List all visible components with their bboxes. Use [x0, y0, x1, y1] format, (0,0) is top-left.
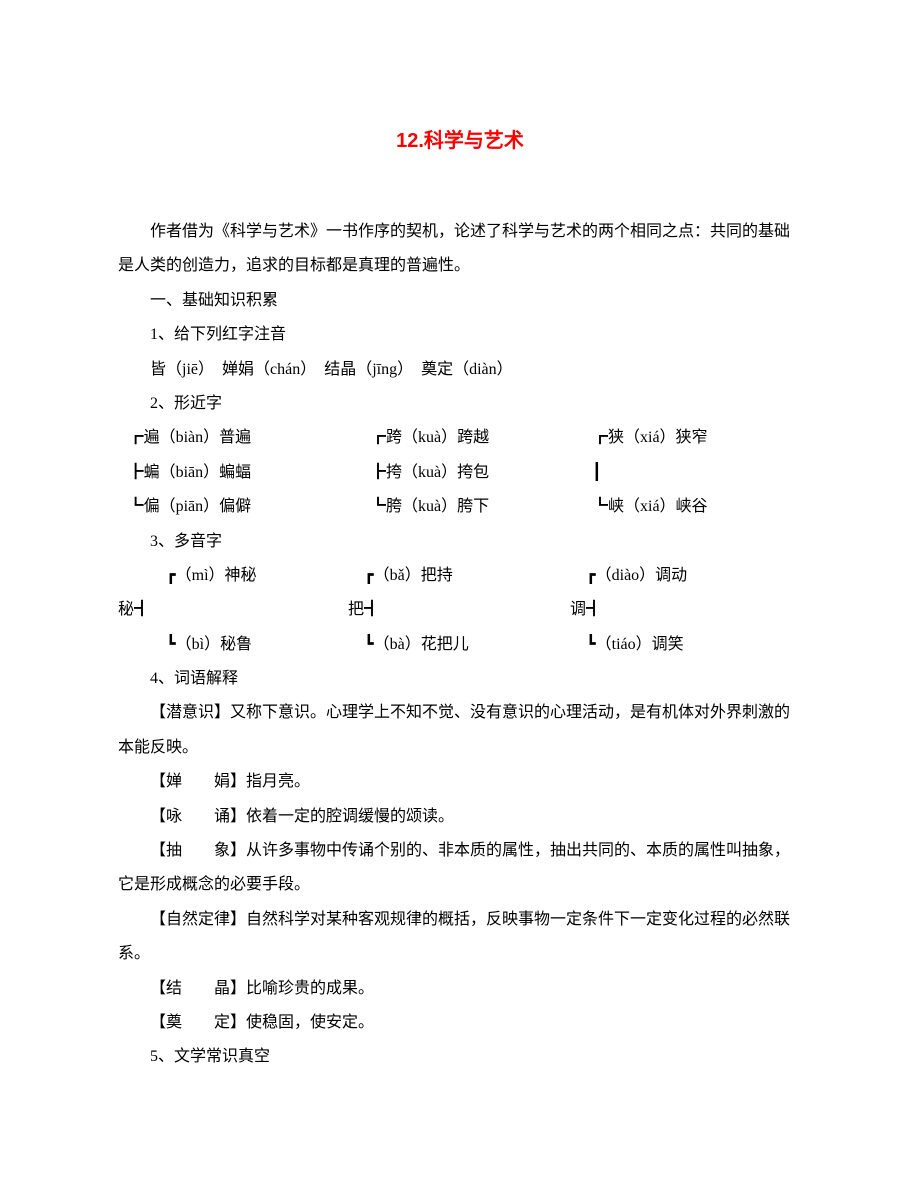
poly-r1c2: ┏（bǎ）把持 [348, 559, 570, 593]
pinyin-line: 皆（jiē） 婵娟（chán） 结晶（jīng） 奠定（diàn） [118, 353, 802, 387]
vocab-1: 【潜意识】又称下意识。心理学上不知不觉、没有意识的心理活动，是有机体对外界刺激的… [118, 696, 802, 765]
near-r2c1: ┣蝙（biān）蝙蝠 [118, 456, 370, 490]
document-page: 12.科学与艺术 作者借为《科学与艺术》一书作序的契机，论述了科学与艺术的两个相… [0, 0, 920, 1192]
vocab-2-term: 【婵 娟】 [150, 773, 246, 790]
vocab-6-def: 比喻珍贵的成果。 [246, 980, 374, 997]
vocab-3-def: 依着一定的腔调缓慢的颂读。 [246, 808, 454, 825]
near-r2c2: ┣挎（kuà）挎包 [370, 456, 592, 490]
near-r3c1: ┗偏（piān）偏僻 [118, 490, 370, 524]
vocab-6-term: 【结 晶】 [150, 980, 246, 997]
vocab-7-term: 【奠 定】 [150, 1014, 246, 1031]
poly-rootB: 把┫ [348, 593, 570, 627]
near-r1c1: ┏遍（biàn）普遍 [118, 421, 370, 455]
vocab-4-term: 【抽 象】 [150, 842, 246, 859]
poly-r3c1: ┗（bì）秘鲁 [118, 628, 348, 662]
poly-r1c3: ┏（diào）调动 [570, 559, 802, 593]
near-r1c3: ┏狭（xiá）狭窄 [592, 421, 812, 455]
vocab-2: 【婵 娟】指月亮。 [118, 765, 802, 799]
vocab-3-term: 【咏 诵】 [150, 808, 246, 825]
vocab-7-def: 使稳固，使安定。 [246, 1014, 374, 1031]
near-r2c3: ┃ [592, 456, 812, 490]
poly-row-root: 秘┫ 把┫ 调┫ [118, 593, 802, 627]
vocab-1-term: 【潜意识】 [150, 704, 230, 721]
poly-row-3: ┗（bì）秘鲁 ┗（bà）花把儿 ┗（tiáo）调笑 [118, 628, 802, 662]
near-r3c2: ┗胯（kuà）胯下 [370, 490, 592, 524]
section-1-heading: 一、基础知识积累 [118, 284, 802, 318]
vocab-4: 【抽 象】从许多事物中传诵个别的、非本质的属性，抽出共同的、本质的属性叫抽象，它… [118, 834, 802, 903]
near-r1c2: ┏跨（kuà）跨越 [370, 421, 592, 455]
near-row-1: ┏遍（biàn）普遍 ┏跨（kuà）跨越 ┏狭（xiá）狭窄 [118, 421, 802, 455]
vocab-2-def: 指月亮。 [246, 773, 310, 790]
poly-r3c3: ┗（tiáo）调笑 [570, 628, 802, 662]
vocab-6: 【结 晶】比喻珍贵的成果。 [118, 972, 802, 1006]
poly-rootC: 调┫ [570, 593, 802, 627]
section-1-3-heading: 3、多音字 [118, 525, 802, 559]
vocab-3: 【咏 诵】依着一定的腔调缓慢的颂读。 [118, 800, 802, 834]
poly-row-1: ┏（mì）神秘 ┏（bǎ）把持 ┏（diào）调动 [118, 559, 802, 593]
intro-paragraph: 作者借为《科学与艺术》一书作序的契机，论述了科学与艺术的两个相同之点：共同的基础… [118, 215, 802, 284]
poly-r1c1: ┏（mì）神秘 [118, 559, 348, 593]
poly-r3c2: ┗（bà）花把儿 [348, 628, 570, 662]
section-1-2-heading: 2、形近字 [118, 387, 802, 421]
doc-title: 12.科学与艺术 [118, 120, 802, 163]
near-row-3: ┗偏（piān）偏僻 ┗胯（kuà）胯下 ┗峡（xiá）峡谷 [118, 490, 802, 524]
section-1-4-heading: 4、词语解释 [118, 662, 802, 696]
near-r3c3: ┗峡（xiá）峡谷 [592, 490, 812, 524]
vocab-7: 【奠 定】使稳固，使安定。 [118, 1006, 802, 1040]
near-row-2: ┣蝙（biān）蝙蝠 ┣挎（kuà）挎包 ┃ [118, 456, 802, 490]
section-1-1-heading: 1、给下列红字注音 [118, 318, 802, 352]
vocab-5: 【自然定律】自然科学对某种客观规律的概括，反映事物一定条件下一定变化过程的必然联… [118, 903, 802, 972]
poly-rootA: 秘┫ [118, 593, 348, 627]
section-1-5-heading: 5、文学常识真空 [118, 1040, 802, 1074]
vocab-5-term: 【自然定律】 [150, 911, 246, 928]
